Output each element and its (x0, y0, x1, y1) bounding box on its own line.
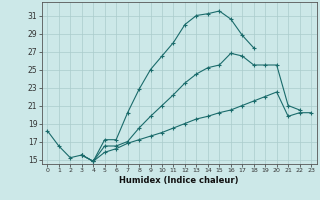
X-axis label: Humidex (Indice chaleur): Humidex (Indice chaleur) (119, 176, 239, 185)
